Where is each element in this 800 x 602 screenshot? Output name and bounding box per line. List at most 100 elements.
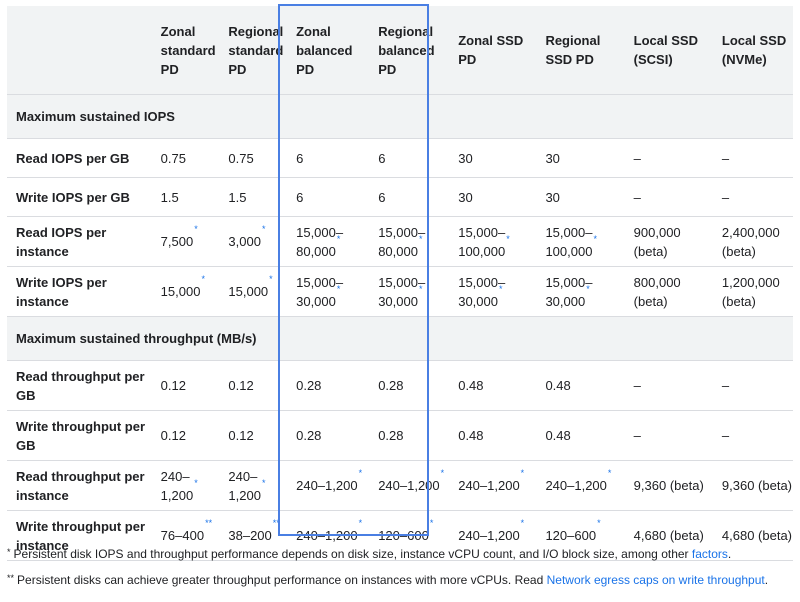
table-row: Read IOPS per instance 7,500 * 3,000* 15,000… [7, 216, 793, 267]
cell-value: 6 [296, 189, 304, 205]
table-cell: 15,000* [151, 266, 220, 317]
table-cell: 120–600* [536, 510, 625, 561]
table-cell: – [624, 138, 713, 178]
section-header-row: Maximum sustained IOPS [7, 94, 793, 139]
footnote-1: * Persistent disk IOPS and throughput per… [7, 546, 793, 562]
cell-value: 15,000 [228, 284, 269, 299]
table-cell: 0.12 [151, 410, 220, 461]
footnote-marker: * [194, 477, 198, 488]
factors-link[interactable]: factors [691, 547, 728, 561]
cell-value: 15,000–30,000 [296, 274, 344, 309]
table-cell: 15,000–30,000* [287, 266, 370, 317]
table-cell: – [624, 177, 713, 217]
footnote-text: Persistent disks can achieve greater thr… [17, 573, 547, 587]
table-cell: 15,000–100,000* [449, 216, 537, 267]
table-cell: 30 [536, 177, 625, 217]
table-cell: 240–1,200* [151, 460, 220, 511]
row-label: Read throughput per GB [7, 360, 152, 411]
table-row: Write IOPS per instance 15,000* 15,000* 15,… [7, 266, 793, 317]
footnote-marker: * [261, 477, 266, 488]
cell-value: 240–1,200 [296, 528, 358, 543]
cell-value: 0.28 [296, 378, 322, 393]
table-cell: 9,360 (beta) [624, 460, 713, 511]
cell-value: 0.12 [160, 428, 186, 443]
table-cell: 6 [287, 177, 370, 217]
table-cell: 76–400** [151, 510, 220, 561]
section-title: Maximum sustained IOPS [7, 94, 793, 139]
table-cell: 38–200** [219, 510, 288, 561]
table-row: Read throughput per GB 0.12 0.12 0.28 0.28 0.… [7, 360, 793, 411]
cell-value: 2,400,000 (beta) [721, 224, 780, 259]
cell-value: 0.12 [160, 378, 186, 393]
cell-value: 15,000–30,000 [378, 274, 426, 309]
footnote-marker: * [586, 283, 590, 294]
footnote-marker: * [597, 518, 601, 528]
table-cell: 4,680 (beta) [624, 510, 713, 561]
row-label: Write throughput per GB [7, 410, 152, 461]
footnote-text: Persistent disk IOPS and throughput perf… [13, 547, 692, 561]
footnote-marker: * [336, 283, 341, 294]
cell-value: 4,680 (beta) [633, 528, 704, 543]
table-cell: 800,000 (beta) [624, 266, 713, 317]
table-cell: 2,400,000 (beta) [712, 216, 793, 267]
table-cell: 900,000 (beta) [624, 216, 713, 267]
row-label: Write IOPS per GB [7, 177, 152, 217]
row-label: Read IOPS per instance [7, 216, 152, 267]
table-row: Read IOPS per GB 0.75 0.75 6 6 30 30 – – [7, 138, 793, 178]
cell-value: 120–600 [378, 528, 429, 543]
table-row: Write IOPS per GB 1.5 1.5 6 6 30 30 – – [7, 177, 793, 217]
section-title: Maximum sustained throughput (MB/s) [7, 316, 793, 361]
footnote-marker: * [336, 233, 341, 244]
table-row: Read throughput per instance 240–1,200* 24… [7, 460, 793, 511]
table-cell: 0.48 [449, 410, 537, 461]
table-cell: 15,000–30,000* [536, 266, 625, 317]
cell-value: 240–1,200 [160, 468, 194, 503]
footnote-marker: * [520, 518, 525, 528]
footnote-mark: ** [7, 573, 15, 583]
cell-value: 240–1,200 [296, 478, 358, 493]
table-cell: – [712, 360, 793, 411]
cell-value: 15,000–100,000 [545, 224, 593, 259]
section-header-row: Maximum sustained throughput (MB/s) [7, 316, 793, 361]
row-label: Write IOPS per instance [7, 266, 152, 317]
cell-value: 0.28 [378, 428, 404, 443]
cell-value: 7,500 [160, 234, 194, 249]
table-cell: 15,000* [219, 266, 288, 317]
cell-value: 76–400 [160, 528, 205, 543]
cell-value: 240–1,200 [545, 478, 607, 493]
footnote-punct: . [764, 573, 769, 587]
cell-value: 15,000 [160, 284, 201, 299]
footnote-2: ** Persistent disks can achieve greater t… [7, 572, 793, 588]
cell-value: 240–1,200 [228, 468, 261, 503]
table-cell: – [712, 177, 793, 217]
table-cell: 4,680 (beta) [712, 510, 793, 561]
table-row: Write throughput per instance 76–400** 38–… [7, 510, 793, 561]
cell-value: 15,000–80,000 [378, 224, 426, 259]
table-cell: 0.75 [219, 138, 288, 178]
table-cell: 0.28 [369, 410, 450, 461]
cell-value: – [633, 189, 641, 205]
cell-value: 6 [378, 189, 386, 205]
cell-value: 6 [296, 150, 304, 166]
row-label: Write throughput per instance [7, 510, 152, 561]
cell-value: 900,000 (beta) [633, 224, 681, 259]
table-cell: 240–1,200* [536, 460, 625, 511]
footnote-marker: ** [205, 518, 213, 528]
cell-value: 0.12 [228, 378, 254, 393]
column-header: Local SSD (SCSI) [624, 6, 713, 95]
cell-value: 0.48 [545, 428, 571, 443]
table-cell: 15,000–100,000* [536, 216, 625, 267]
cell-value: 800,000 (beta) [633, 274, 681, 309]
table-cell: 3,000* [219, 216, 288, 267]
cell-value: 240–1,200 [458, 528, 520, 543]
table-cell: 240–1,200* [449, 460, 537, 511]
header-row: Zonal standard PD Regional standard PD Z… [7, 6, 793, 95]
cell-value: 0.28 [378, 378, 404, 393]
table-cell: 240–1,200* [287, 460, 370, 511]
table-cell: 0.12 [219, 360, 288, 411]
table-cell: 0.12 [151, 360, 220, 411]
footnote-marker: * [358, 518, 363, 528]
cell-value: 1.5 [228, 189, 247, 205]
network-egress-caps-link[interactable]: Network egress caps on write throughput [546, 573, 765, 587]
cell-value: 240–1,200 [458, 478, 520, 493]
